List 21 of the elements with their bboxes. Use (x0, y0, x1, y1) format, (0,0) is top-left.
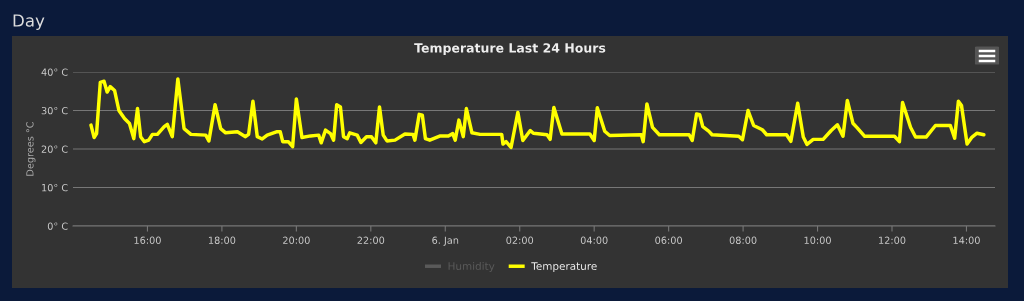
x-tick-label: 14:00 (953, 236, 980, 244)
y-axis-title: Degrees °C (26, 121, 36, 176)
y-tick-label: 0° C (47, 222, 68, 230)
chart-subtitle: Temperature Last 24 Hours (414, 43, 606, 56)
x-tick-label: 10:00 (804, 236, 831, 244)
chart-title: Day (13, 14, 45, 31)
y-tick-label: 10° C (42, 183, 68, 192)
x-tick-label: 20:00 (283, 236, 310, 244)
y-tick-label: 20° C (41, 145, 68, 153)
y-tick-label: 40° C (41, 68, 68, 76)
x-tick-label: 02:00 (506, 236, 534, 244)
x-tick-label: 6. Jan (432, 236, 459, 246)
x-tick-label: 12:00 (879, 236, 906, 244)
y-tick-label: 30° C (41, 106, 68, 115)
legend-label: Temperature (531, 262, 597, 273)
x-tick-label: 16:00 (134, 236, 161, 244)
x-tick-label: 22:00 (357, 236, 385, 244)
x-tick-label: 04:00 (580, 236, 608, 244)
x-tick-label: 08:00 (729, 236, 757, 244)
x-tick-label: 06:00 (655, 236, 682, 244)
x-tick-label: 18:00 (208, 236, 236, 244)
